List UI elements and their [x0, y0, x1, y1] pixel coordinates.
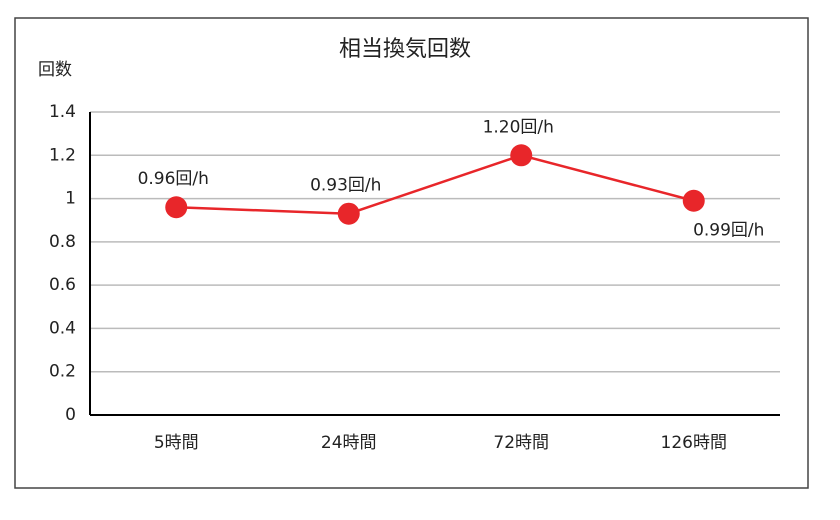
y-tick-label: 1.2	[49, 145, 76, 165]
data-point	[510, 144, 533, 167]
x-tick-label: 72時間	[493, 433, 549, 453]
y-tick-label: 1	[65, 189, 76, 209]
chart-title: 相当換気回数	[339, 37, 471, 62]
y-tick-label: 0.2	[49, 362, 76, 382]
x-tick-label: 126時間	[661, 433, 727, 453]
data-point	[337, 202, 360, 225]
data-label: 1.20回/h	[483, 117, 554, 137]
y-tick-label: 0.8	[49, 232, 76, 252]
series-line	[176, 153, 695, 215]
chart-frame	[14, 17, 809, 489]
x-tick-label: 24時間	[321, 433, 377, 453]
y-tick-label: 0.6	[49, 275, 76, 295]
data-label: 0.96回/h	[138, 169, 209, 189]
y-tick-label: 0.4	[49, 318, 76, 338]
y-tick-label: 0	[65, 405, 76, 425]
y-tick-label: 1.4	[49, 102, 76, 122]
data-label: 0.99回/h	[693, 221, 764, 241]
y-axis-label: 回数	[38, 60, 72, 80]
data-point	[682, 189, 705, 212]
data-point	[165, 196, 188, 219]
x-tick-label: 5時間	[154, 433, 199, 453]
data-label: 0.93回/h	[310, 176, 381, 196]
